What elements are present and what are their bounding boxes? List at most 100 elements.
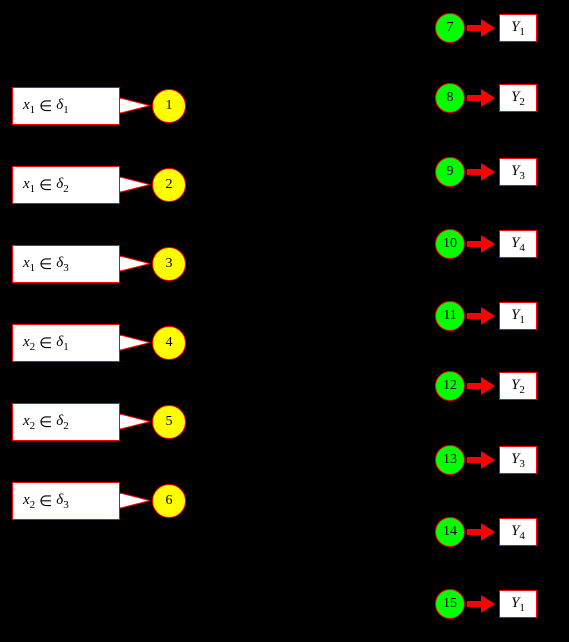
arrow-head-icon: [481, 163, 495, 181]
output-node-13: 13: [435, 445, 465, 475]
input-node-3: 3: [152, 247, 186, 281]
input-node-4: 4: [152, 326, 186, 360]
input-set: δ1: [56, 97, 68, 116]
input-box-3: x1∈δ3: [12, 245, 120, 283]
input-var: x2: [23, 492, 35, 511]
output-arrow-15: [467, 595, 495, 613]
output-node-label: 7: [447, 20, 454, 36]
output-box-9: Y3: [499, 158, 537, 186]
input-node-label: 5: [166, 414, 173, 430]
input-node-label: 4: [166, 335, 173, 351]
output-arrow-9: [467, 163, 495, 181]
output-node-11: 11: [435, 301, 465, 331]
arrow-shaft: [467, 383, 481, 389]
arrow-shaft: [467, 313, 481, 319]
input-set: δ3: [56, 255, 68, 274]
callout-pointer-6: [120, 491, 152, 510]
input-node-5: 5: [152, 405, 186, 439]
input-set: δ2: [56, 176, 68, 195]
output-node-14: 14: [435, 517, 465, 547]
output-node-label: 8: [447, 90, 454, 106]
callout-pointer-4: [120, 333, 152, 352]
arrow-head-icon: [481, 19, 495, 37]
output-box-7: Y1: [499, 14, 537, 42]
output-node-label: 10: [443, 236, 457, 252]
input-node-6: 6: [152, 484, 186, 518]
output-node-7: 7: [435, 13, 465, 43]
output-node-label: 9: [447, 164, 454, 180]
arrow-shaft: [467, 457, 481, 463]
input-node-2: 2: [152, 168, 186, 202]
output-node-10: 10: [435, 229, 465, 259]
input-var: x2: [23, 413, 35, 432]
output-box-11: Y1: [499, 302, 537, 330]
output-arrow-10: [467, 235, 495, 253]
arrow-head-icon: [481, 307, 495, 325]
arrow-head-icon: [481, 451, 495, 469]
input-node-label: 2: [166, 177, 173, 193]
output-node-8: 8: [435, 83, 465, 113]
input-box-1: x1∈δ1: [12, 87, 120, 125]
output-arrow-12: [467, 377, 495, 395]
input-var: x1: [23, 255, 35, 274]
output-var: Y3: [511, 451, 525, 470]
output-arrow-14: [467, 523, 495, 541]
arrow-head-icon: [481, 377, 495, 395]
arrow-shaft: [467, 169, 481, 175]
callout-pointer-2: [120, 175, 152, 194]
output-arrow-13: [467, 451, 495, 469]
arrow-shaft: [467, 95, 481, 101]
arrow-head-icon: [481, 235, 495, 253]
element-of: ∈: [39, 413, 52, 432]
callout-pointer-3: [120, 254, 152, 273]
input-box-4: x2∈δ1: [12, 324, 120, 362]
output-var: Y2: [511, 89, 525, 108]
input-var: x1: [23, 97, 35, 116]
output-node-label: 11: [443, 308, 456, 324]
output-node-9: 9: [435, 157, 465, 187]
input-set: δ3: [56, 492, 68, 511]
input-node-label: 6: [166, 493, 173, 509]
input-set: δ2: [56, 413, 68, 432]
element-of: ∈: [39, 176, 52, 195]
arrow-shaft: [467, 25, 481, 31]
input-node-label: 1: [166, 98, 173, 114]
output-var: Y1: [511, 19, 525, 38]
output-box-14: Y4: [499, 518, 537, 546]
callout-pointer-5: [120, 412, 152, 431]
output-box-15: Y1: [499, 590, 537, 618]
output-box-10: Y4: [499, 230, 537, 258]
arrow-head-icon: [481, 89, 495, 107]
output-arrow-7: [467, 19, 495, 37]
output-arrow-8: [467, 89, 495, 107]
input-box-5: x2∈δ2: [12, 403, 120, 441]
output-node-label: 12: [443, 378, 457, 394]
input-node-1: 1: [152, 89, 186, 123]
element-of: ∈: [39, 334, 52, 353]
output-node-label: 15: [443, 596, 457, 612]
output-box-12: Y2: [499, 372, 537, 400]
output-var: Y3: [511, 163, 525, 182]
output-var: Y4: [511, 235, 525, 254]
output-var: Y1: [511, 307, 525, 326]
arrow-shaft: [467, 529, 481, 535]
element-of: ∈: [39, 255, 52, 274]
output-arrow-11: [467, 307, 495, 325]
output-node-12: 12: [435, 371, 465, 401]
input-box-2: x1∈δ2: [12, 166, 120, 204]
output-var: Y2: [511, 377, 525, 396]
output-box-13: Y3: [499, 446, 537, 474]
output-var: Y4: [511, 523, 525, 542]
element-of: ∈: [39, 97, 52, 116]
input-var: x1: [23, 176, 35, 195]
element-of: ∈: [39, 492, 52, 511]
callout-pointer-1: [120, 96, 152, 115]
output-box-8: Y2: [499, 84, 537, 112]
output-node-label: 13: [443, 452, 457, 468]
output-var: Y1: [511, 595, 525, 614]
arrow-head-icon: [481, 523, 495, 541]
arrow-shaft: [467, 241, 481, 247]
output-node-15: 15: [435, 589, 465, 619]
input-node-label: 3: [166, 256, 173, 272]
arrow-head-icon: [481, 595, 495, 613]
